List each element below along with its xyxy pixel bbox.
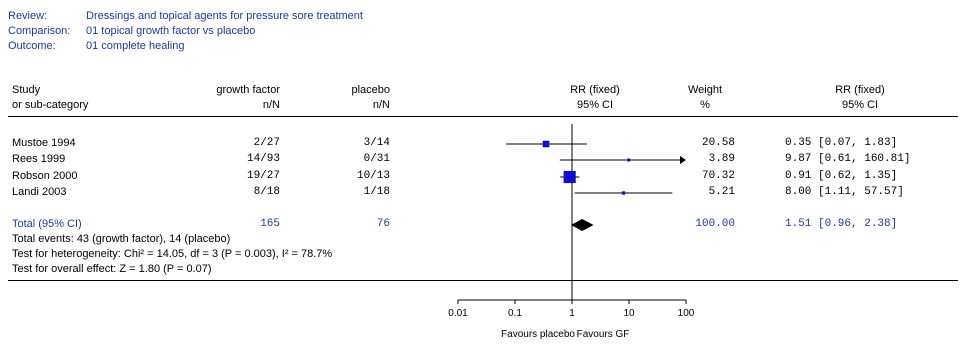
col-treat-2: n/N [262, 99, 280, 111]
pooled-diamond [570, 219, 594, 231]
row-treat: 14/93 [246, 153, 280, 165]
col-study-1: Study [12, 84, 41, 96]
col-rr-1: RR (fixed) [570, 84, 620, 96]
row-treat: 2/27 [253, 137, 280, 149]
review-label: Review: [8, 10, 48, 22]
row-control: 10/13 [356, 170, 390, 182]
row-ci: 8.00 [1.11, 57.57] [785, 186, 904, 198]
col-rrv-2: 95% CI [841, 99, 879, 111]
row-study: Mustoe 1994 [12, 137, 76, 149]
total-weight: 100.00 [695, 218, 735, 230]
effect-square [621, 191, 626, 195]
overall-effect-test: Test for overall effect: Z = 1.80 (P = 0… [12, 263, 212, 275]
review-value: Dressings and topical agents for pressur… [86, 10, 363, 22]
row-weight: 3.89 [708, 153, 735, 165]
x-tick-label: 0.1 [508, 308, 522, 319]
row-weight: 70.32 [701, 170, 735, 182]
x-tick-label: 10 [623, 308, 635, 319]
footer-divider [8, 280, 958, 281]
favours-gf-label: Favours GF [577, 329, 630, 340]
favours-placebo-label: Favours placebo [501, 329, 575, 340]
row-weight: 20.58 [701, 137, 735, 149]
effect-square [627, 158, 631, 162]
total-events: Total events: 43 (growth factor), 14 (pl… [12, 233, 231, 245]
total-ci: 1.51 [0.96, 2.38] [785, 218, 898, 230]
ci-arrow [680, 156, 686, 164]
row-treat: 8/18 [253, 186, 280, 198]
total-treat: 165 [260, 218, 280, 230]
col-study-2: or sub-category [12, 99, 89, 111]
row-study: Rees 1999 [12, 153, 66, 165]
total-label: Total (95% CI) [12, 218, 82, 230]
row-treat: 19/27 [246, 170, 280, 182]
outcome-label: Outcome: [8, 40, 56, 52]
effect-square [563, 170, 576, 184]
row-study: Robson 2000 [12, 170, 78, 182]
row-control: 3/14 [363, 137, 390, 149]
col-treat-1: growth factor [216, 84, 280, 96]
row-ci: 0.91 [0.62, 1.35] [785, 170, 898, 182]
x-tick-label: 1 [569, 308, 575, 319]
col-weight-2: % [700, 99, 710, 111]
heterogeneity-test: Test for heterogeneity: Chi² = 14.05, df… [12, 248, 333, 260]
outcome-value: 01 complete healing [86, 40, 185, 52]
row-control: 1/18 [363, 186, 390, 198]
row-weight: 5.21 [708, 186, 735, 198]
col-control-1: placebo [351, 84, 390, 96]
x-tick-label: 100 [678, 308, 695, 319]
col-rr-2: 95% CI [576, 99, 614, 111]
row-ci: 0.35 [0.07, 1.83] [785, 137, 898, 149]
comparison-value: 01 topical growth factor vs placebo [86, 25, 256, 37]
row-ci: 9.87 [0.61, 160.81] [785, 153, 911, 165]
col-rrv-1: RR (fixed) [835, 84, 885, 96]
comparison-label: Comparison: [8, 25, 71, 37]
header-divider [8, 116, 958, 117]
row-study: Landi 2003 [12, 186, 67, 198]
x-tick-label: 0.01 [448, 308, 468, 319]
effect-square [542, 140, 550, 148]
col-control-2: n/N [372, 99, 390, 111]
row-control: 0/31 [363, 153, 390, 165]
total-control: 76 [376, 218, 390, 230]
col-weight-1: Weight [687, 84, 723, 96]
